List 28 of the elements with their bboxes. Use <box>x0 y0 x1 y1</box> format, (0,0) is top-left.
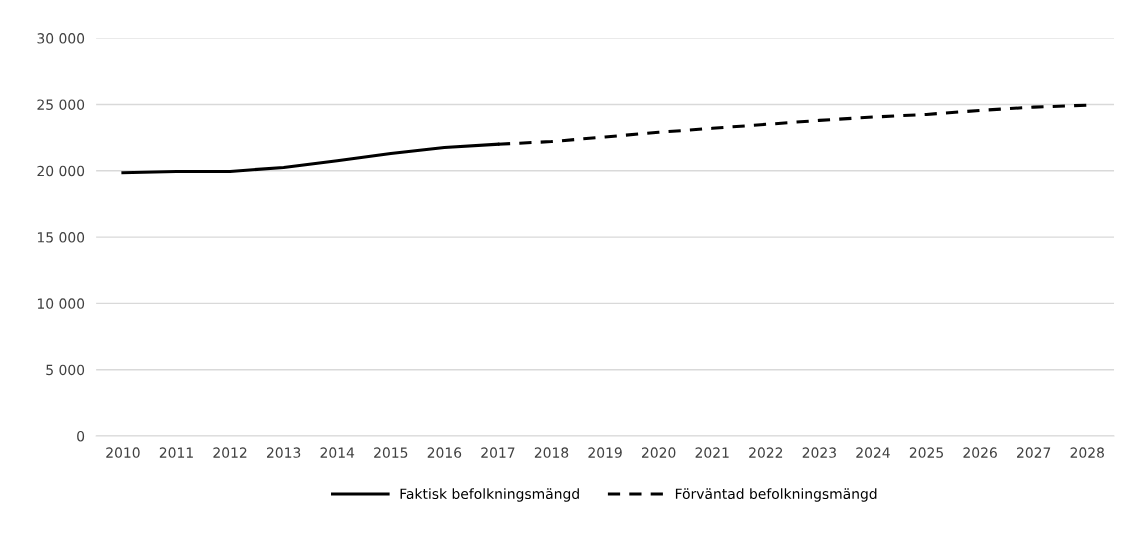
x-tick-label: 2010 <box>106 447 140 458</box>
legend-label: Förväntad befolkningsmängd <box>675 488 877 502</box>
x-tick-label: 2027 <box>1017 447 1051 458</box>
y-tick-label: 30 000 <box>37 33 85 44</box>
x-tick-label: 2020 <box>642 447 676 458</box>
x-tick-label: 2018 <box>534 447 569 458</box>
x-tick-label: 2022 <box>749 447 783 458</box>
x-tick-label: 2012 <box>213 447 247 458</box>
x-tick-label: 2023 <box>802 447 836 458</box>
legend-label: Faktisk befolkningsmängd <box>400 488 579 502</box>
y-tick-label: 5 000 <box>46 364 85 376</box>
y-tick-label: 10 000 <box>37 298 85 309</box>
x-tick-label: 2014 <box>320 447 355 458</box>
x-tick-label: 2015 <box>374 447 408 458</box>
y-tick-label: 20 000 <box>37 165 85 177</box>
x-tick-label: 2013 <box>266 447 301 458</box>
y-tick-label: 15 000 <box>37 232 85 243</box>
x-tick-label: 2017 <box>481 447 515 458</box>
x-tick-label: 2026 <box>963 447 997 458</box>
y-tick-label: 0 <box>77 430 85 442</box>
x-tick-label: 2019 <box>588 447 622 458</box>
x-tick-label: 2021 <box>695 447 729 458</box>
x-tick-label: 2024 <box>856 447 890 458</box>
x-tick-label: 2011 <box>159 447 193 458</box>
x-tick-label: 2016 <box>427 447 462 458</box>
y-tick-label: 25 000 <box>37 99 85 110</box>
x-tick-label: 2025 <box>909 447 943 458</box>
x-tick-label: 2028 <box>1070 447 1104 458</box>
